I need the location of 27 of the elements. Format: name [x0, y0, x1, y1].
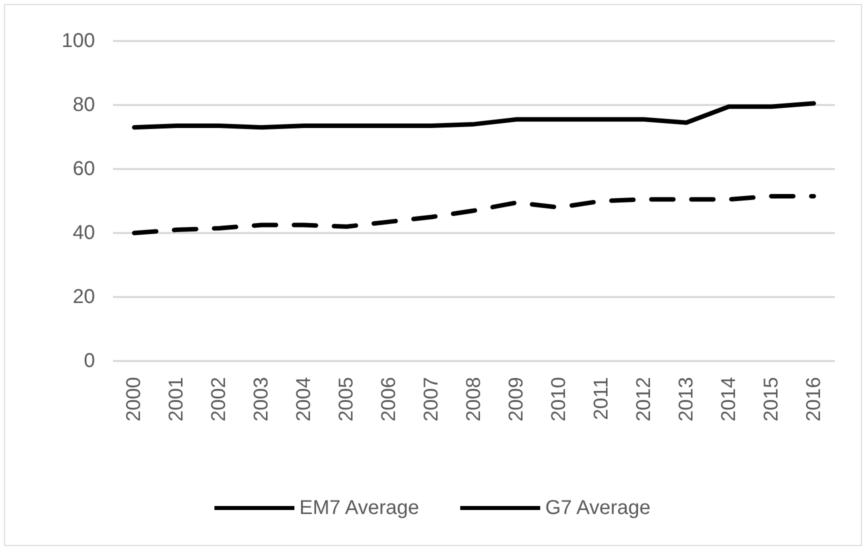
y-tick-label: 100 — [62, 30, 95, 52]
y-tick-label: 60 — [72, 158, 95, 180]
x-tick-label: 2013 — [675, 377, 698, 422]
x-tick-label: 2010 — [548, 377, 570, 422]
y-tick-label: 0 — [84, 350, 95, 372]
x-tick-label: 2000 — [123, 377, 146, 422]
x-tick-label: 2011 — [590, 377, 612, 420]
x-tick-label: 2016 — [802, 377, 825, 422]
x-tick-label: 2001 — [166, 377, 188, 422]
legend-label: G7 Average — [545, 497, 650, 519]
line-series — [132, 194, 816, 236]
y-tick-label: 20 — [72, 286, 95, 308]
y-tick-label: 40 — [72, 222, 95, 244]
x-tick-label: 2005 — [336, 377, 358, 422]
x-tick-label: 2012 — [632, 377, 655, 422]
x-tick-label: 2006 — [378, 377, 400, 422]
x-tick-label: 2002 — [208, 377, 230, 422]
x-tick-label: 2007 — [420, 377, 443, 422]
line-series — [132, 101, 816, 130]
x-tick-label: 2004 — [293, 377, 316, 422]
x-tick-label: 2014 — [718, 377, 740, 422]
y-tick-label: 80 — [72, 94, 95, 116]
x-tick-label: 2003 — [250, 377, 273, 422]
x-tick-label: 2015 — [760, 377, 782, 422]
legend-label: EM7 Average — [299, 497, 420, 519]
x-tick-label: 2008 — [463, 377, 485, 422]
x-tick-label: 2009 — [505, 377, 528, 422]
